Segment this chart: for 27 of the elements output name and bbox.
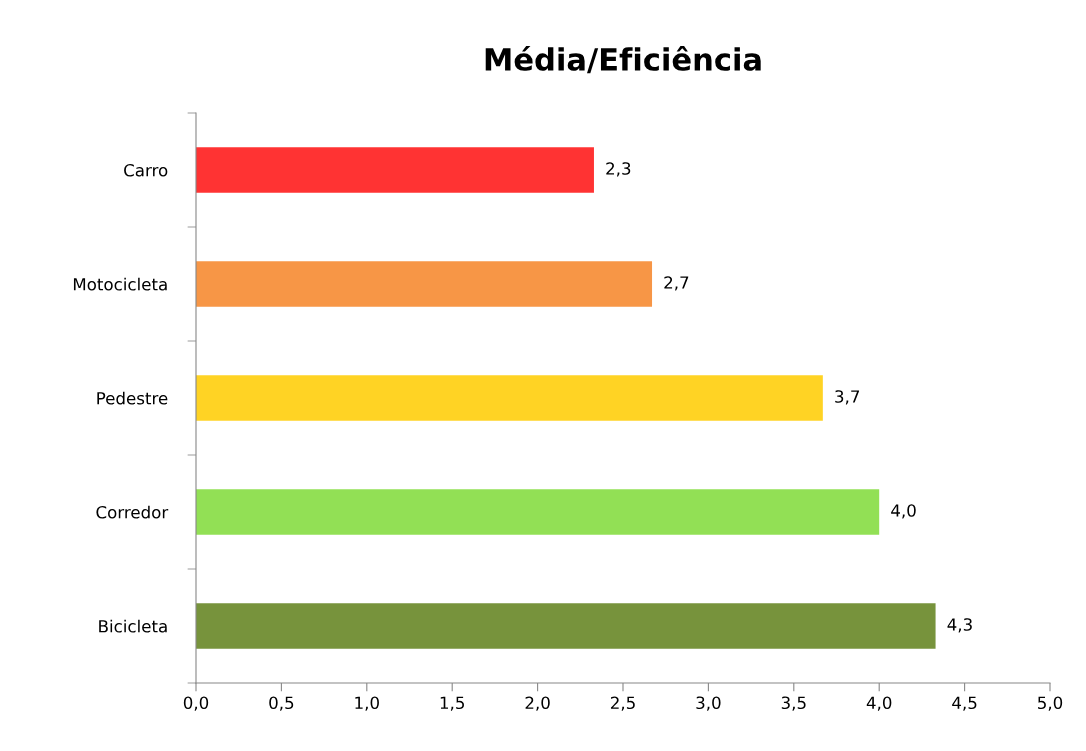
x-tick-label: 2,5 xyxy=(610,696,635,711)
bar xyxy=(196,375,823,421)
data-label: 3,7 xyxy=(835,390,860,405)
bar xyxy=(196,489,880,535)
x-tick-label: 0,5 xyxy=(269,696,294,711)
x-tick-label: 3,0 xyxy=(696,696,721,711)
bar xyxy=(196,147,594,193)
x-tick-label: 0,0 xyxy=(183,696,209,711)
bar xyxy=(196,603,936,649)
data-label: 4,0 xyxy=(891,504,916,519)
x-tick-label: 4,0 xyxy=(866,696,892,711)
x-tick-label: 5,0 xyxy=(1038,696,1063,711)
x-tick-label: 4,5 xyxy=(952,696,977,711)
y-tick-label: Motocicleta xyxy=(73,277,167,291)
y-tick-label: Corredor xyxy=(96,505,169,519)
y-tick-label: Carro xyxy=(124,163,168,177)
x-tick-label: 3,5 xyxy=(781,696,806,711)
y-tick-label: Bicicleta xyxy=(99,619,167,633)
x-tick-label: 2,0 xyxy=(525,696,550,711)
data-label: 2,7 xyxy=(664,276,689,291)
chart-title: Média/Eficiência xyxy=(485,45,761,74)
data-label: 2,3 xyxy=(606,162,631,177)
x-tick-label: 1,5 xyxy=(440,696,464,711)
y-tick-label: Pedestre xyxy=(97,391,168,405)
data-label: 4,3 xyxy=(947,618,972,633)
x-tick-label: 1,0 xyxy=(355,696,379,711)
bar xyxy=(196,261,653,307)
